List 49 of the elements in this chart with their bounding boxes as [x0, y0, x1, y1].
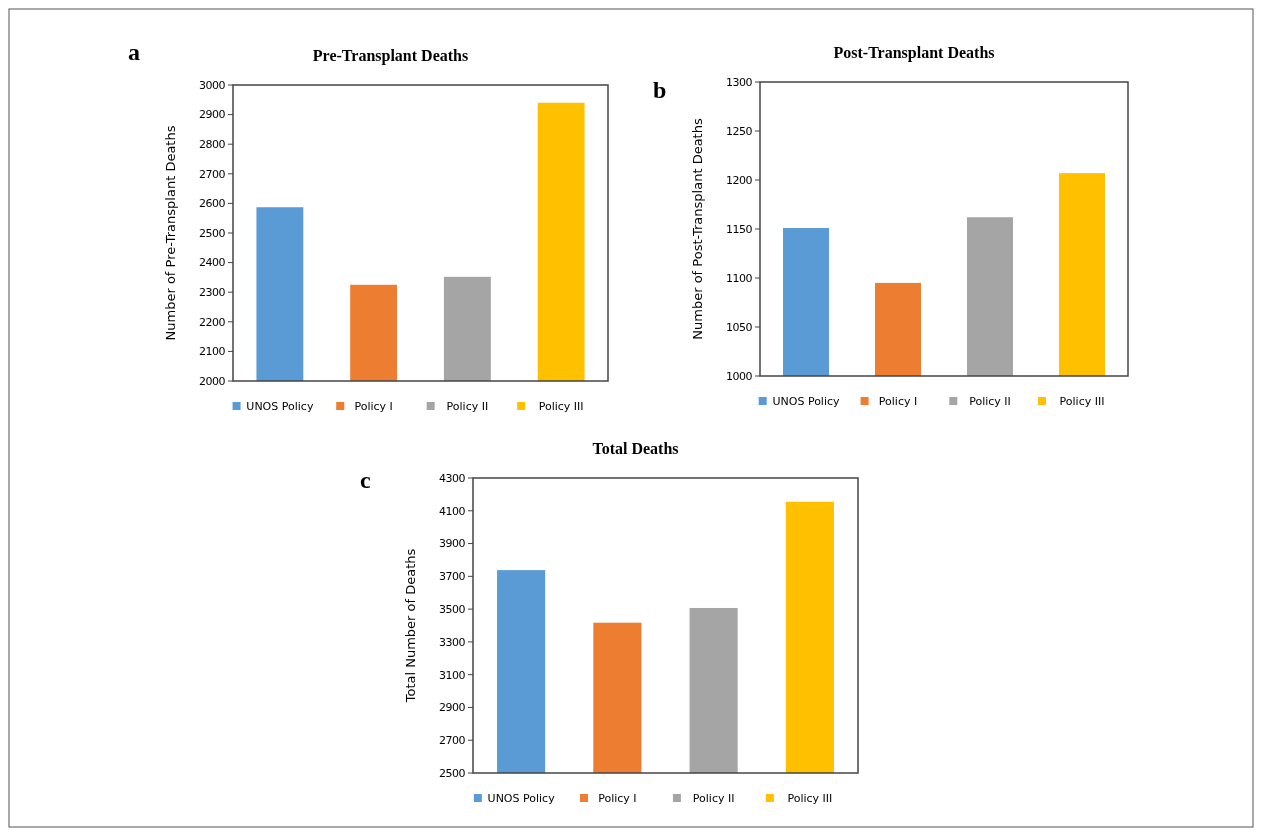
y-tick-label: 2700: [199, 167, 226, 181]
y-tick-label: 3900: [439, 537, 466, 551]
x-tick-label: UNOS Policy: [487, 791, 556, 805]
y-axis-title: Number of Pre-Transplant Deaths: [163, 125, 178, 341]
y-tick-label: 4100: [439, 504, 466, 518]
x-tick-label: Policy II: [446, 399, 489, 413]
y-axis-title: Total Number of Deaths: [403, 548, 418, 704]
x-tick-label: UNOS Policy: [246, 399, 314, 413]
y-tick-label: 2200: [199, 315, 226, 329]
y-tick-label: 2000: [199, 374, 226, 388]
y-tick-label: 2100: [199, 345, 226, 359]
y-tick-label: 2800: [199, 138, 226, 152]
y-tick-label: 2900: [439, 701, 466, 715]
y-tick-label: 2600: [199, 197, 226, 211]
x-tick-label: Policy I: [878, 394, 918, 408]
y-tick-label: 3700: [439, 570, 466, 584]
x-tick-label: Policy II: [692, 791, 735, 805]
y-tick-label: 1000: [726, 369, 753, 383]
text: c: [360, 467, 371, 493]
x-tick-label: Policy III: [1059, 394, 1105, 408]
chart-title: Post-Transplant Deaths: [833, 44, 995, 62]
y-tick-label: 1150: [726, 222, 753, 236]
y-tick-label: 2400: [199, 256, 226, 270]
y-tick-label: 2500: [199, 226, 226, 240]
y-tick-label: 3300: [439, 635, 466, 649]
x-tick-label: Policy II: [969, 394, 1011, 408]
y-tick-label: 4300: [439, 471, 466, 485]
x-tick-label: Policy I: [598, 791, 637, 805]
text: a: [128, 39, 140, 65]
chart-title: Total Deaths: [592, 440, 679, 457]
y-tick-label: 3000: [199, 78, 226, 92]
x-tick-label: UNOS Policy: [772, 394, 841, 408]
x-tick-label: Policy III: [787, 791, 833, 805]
y-tick-label: 1250: [726, 124, 753, 138]
y-tick-label: 1050: [726, 320, 753, 334]
y-axis-title: Number of Post-Transplant Deaths: [690, 118, 705, 340]
y-tick-label: 3500: [439, 602, 466, 616]
x-tick-label: Policy I: [354, 399, 393, 413]
y-tick-label: 2900: [199, 108, 226, 122]
y-tick-label: 1100: [726, 271, 753, 285]
chart-title: Pre-Transplant Deaths: [312, 47, 469, 65]
y-tick-label: 3100: [439, 668, 466, 682]
y-tick-label: 1200: [726, 173, 753, 187]
text: b: [653, 77, 667, 103]
x-tick-label: Policy III: [538, 399, 584, 413]
y-tick-label: 2500: [439, 766, 466, 780]
y-tick-label: 1300: [726, 75, 753, 89]
y-tick-label: 2300: [199, 286, 226, 300]
y-tick-label: 2700: [439, 734, 466, 748]
